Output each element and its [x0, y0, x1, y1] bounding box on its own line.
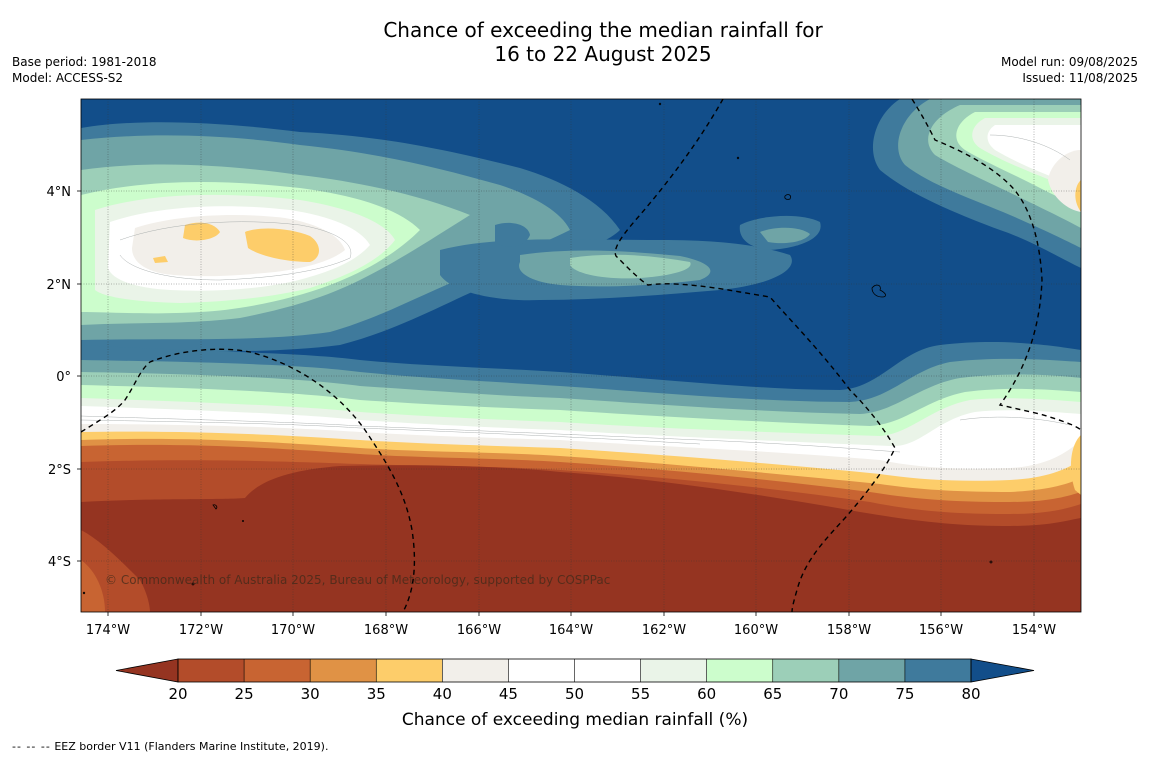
- lat-tick-label: 4°S: [48, 555, 71, 570]
- colorbar-extend-high: [970, 658, 1035, 683]
- colorbar-bin: [838, 659, 906, 682]
- colorbar: 20 25 30 35 40 45 50 55 60 65 70 75 80: [115, 658, 1035, 703]
- colorbar-tick-label: 55: [631, 685, 650, 703]
- colorbar-tick-label: 70: [829, 685, 848, 703]
- field-65-mid: [570, 254, 691, 279]
- colorbar-bin: [244, 659, 311, 682]
- colorbar-tick-label: 75: [895, 685, 914, 703]
- issued-date: Issued: 11/08/2025: [1022, 71, 1138, 85]
- lon-tick-label: 166°W: [457, 623, 501, 638]
- lon-tick-label: 154°W: [1012, 623, 1056, 638]
- islands: [82, 102, 993, 595]
- copyright-notice: © Commonwealth of Australia 2025, Bureau…: [105, 573, 610, 587]
- colorbar-tick-label: 25: [235, 685, 254, 703]
- field-45-ne: [1048, 150, 1081, 212]
- lon-tick-label: 170°W: [271, 623, 315, 638]
- colorbar-bin: [508, 659, 575, 682]
- eez-legend-text: EEZ border V11 (Flanders Marine Institut…: [54, 740, 329, 753]
- colorbar-extend-low: [115, 658, 179, 683]
- lat-tick-label: 4°N: [47, 185, 72, 200]
- legend-eez: -- -- -- EEZ border V11 (Flanders Marine…: [12, 740, 328, 754]
- lat-tick-label: 0°: [56, 370, 71, 385]
- colorbar-tick-label: 60: [697, 685, 716, 703]
- lat-tick-label: 2°S: [48, 463, 71, 478]
- field-30-sw: [81, 560, 105, 612]
- lon-tick-label: 174°W: [86, 623, 130, 638]
- meta-left: Base period: 1981-2018 Model: ACCESS-S2: [12, 54, 157, 86]
- base-period: Base period: 1981-2018: [12, 55, 157, 69]
- colorbar-title: Chance of exceeding median rainfall (%): [401, 710, 749, 730]
- lon-tick-label: 160°W: [734, 623, 778, 638]
- map-field: © Commonwealth of Australia 2025, Bureau…: [81, 99, 1081, 612]
- field-40-se: [1070, 435, 1081, 495]
- colorbar-bin: [442, 659, 509, 682]
- colorbar-tick-label: 40: [433, 685, 452, 703]
- title-line-1: Chance of exceeding the median rainfall …: [383, 18, 823, 42]
- lon-tick-label: 158°W: [827, 623, 871, 638]
- map-title: Chance of exceeding the median rainfall …: [0, 18, 1150, 66]
- field-40-a: [183, 222, 220, 241]
- field-40-b: [245, 228, 319, 262]
- lon-tick-label: 164°W: [549, 623, 593, 638]
- colorbar-bin: [772, 659, 840, 682]
- lon-tick-label: 156°W: [919, 623, 963, 638]
- lon-tick-label: 172°W: [179, 623, 223, 638]
- colorbar-tick-label: 50: [565, 685, 584, 703]
- colorbar-bin: [310, 659, 377, 682]
- colorbar-tick-label: 35: [367, 685, 386, 703]
- colorbar-bin: [706, 659, 774, 682]
- meta-right: Model run: 09/08/2025 Issued: 11/08/2025: [1001, 54, 1138, 86]
- field-40-ne: [1075, 180, 1081, 212]
- colorbar-bin: [904, 659, 972, 682]
- model-run: Model run: 09/08/2025: [1000, 55, 1138, 69]
- colorbar-tick-label: 45: [499, 685, 518, 703]
- colorbar-bin: [574, 659, 641, 682]
- field-40-c: [153, 256, 168, 263]
- colorbar-tick-label: 65: [763, 685, 782, 703]
- lon-tick-label: 162°W: [642, 623, 686, 638]
- colorbar-tick-label: 80: [961, 685, 980, 703]
- colorbar-bin: [640, 659, 707, 682]
- eez-line-symbol: -- -- --: [12, 740, 51, 753]
- axis-labels: 174°W 172°W 170°W 168°W 166°W 164°W 162°W 160°W…: [47, 185, 1057, 638]
- title-line-2: 16 to 22 August 2025: [494, 42, 712, 66]
- colorbar-tick-label: 20: [168, 685, 187, 703]
- colorbar-bin: [178, 659, 245, 682]
- map-frame: [80, 98, 1082, 613]
- field-70-east: [760, 227, 810, 244]
- lat-tick-label: 2°N: [47, 278, 72, 293]
- field-20-eq: [81, 465, 1081, 612]
- contour-lines: [81, 134, 1071, 453]
- colorbar-tick-label: 30: [301, 685, 320, 703]
- eez-borders: [81, 99, 1081, 612]
- lon-tick-label: 168°W: [364, 623, 408, 638]
- model-name: Model: ACCESS-S2: [12, 71, 124, 85]
- colorbar-bin: [376, 659, 443, 682]
- graticule: [81, 99, 1081, 612]
- field-75-spot: [495, 222, 530, 247]
